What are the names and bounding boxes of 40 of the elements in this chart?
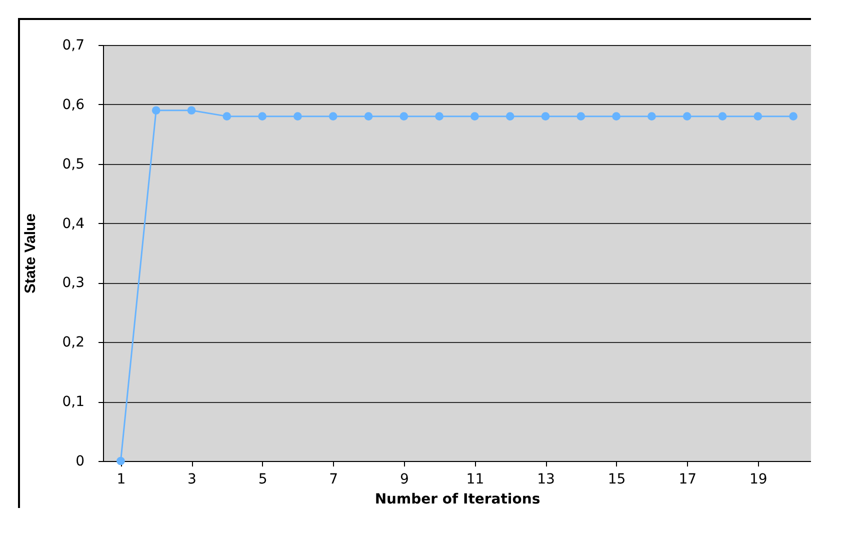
point bbox=[576, 112, 586, 120]
y-tick-label: 0,5 bbox=[62, 156, 84, 172]
y-tick-label: 0,6 bbox=[62, 96, 85, 113]
point bbox=[152, 106, 160, 115]
point bbox=[364, 112, 373, 120]
x-tick-label: 1 bbox=[116, 472, 126, 488]
x-tick-label: 19 bbox=[749, 472, 768, 488]
x-tick-label: 11 bbox=[466, 472, 484, 488]
point bbox=[470, 112, 479, 120]
point bbox=[328, 112, 338, 120]
x-tick-label: 13 bbox=[537, 472, 555, 488]
y-tick-label: 0,2 bbox=[62, 334, 84, 351]
x-axis-title: Number of Iterations bbox=[374, 492, 540, 508]
y-tick-label: 0,3 bbox=[62, 275, 84, 292]
point bbox=[506, 112, 514, 120]
y-tick-label: 0,4 bbox=[62, 216, 85, 232]
point bbox=[258, 112, 266, 120]
point bbox=[754, 112, 762, 120]
x-tick-label: 7 bbox=[329, 472, 338, 488]
point bbox=[682, 112, 692, 120]
y-tick-label: 0,1 bbox=[62, 394, 84, 410]
point bbox=[541, 112, 550, 120]
point bbox=[400, 112, 408, 120]
x-tick-label: 9 bbox=[400, 472, 409, 488]
point bbox=[612, 112, 620, 120]
point bbox=[116, 456, 125, 466]
point bbox=[718, 112, 727, 120]
point bbox=[294, 112, 302, 120]
y-tick-label: 0,7 bbox=[62, 38, 84, 54]
point bbox=[648, 112, 656, 120]
x-tick-label: 5 bbox=[258, 472, 268, 488]
y-tick-label: 0 bbox=[76, 454, 84, 470]
y-axis-title: State Value bbox=[22, 213, 40, 294]
point bbox=[187, 106, 196, 115]
x-tick-label: 15 bbox=[608, 472, 626, 488]
x-tick-label: 17 bbox=[678, 472, 697, 488]
point bbox=[789, 112, 798, 120]
point bbox=[435, 112, 444, 120]
point bbox=[222, 112, 232, 120]
x-tick-label: 3 bbox=[188, 472, 196, 488]
